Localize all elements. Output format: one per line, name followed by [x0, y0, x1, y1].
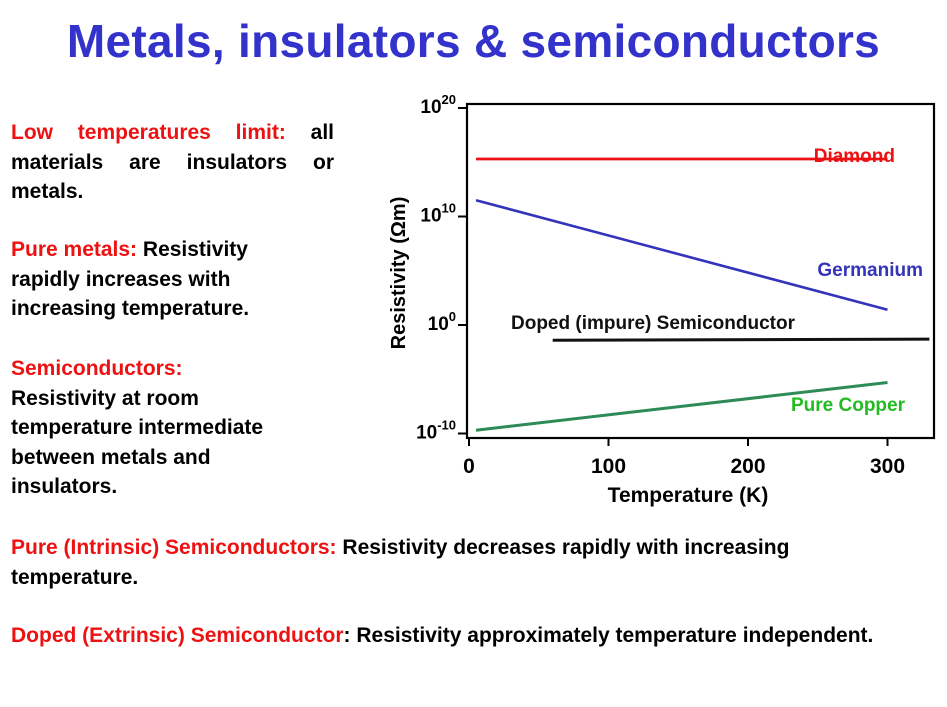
x-tick-label: 300 [870, 455, 905, 478]
x-tick-label: 0 [463, 455, 475, 478]
extrinsic-paragraph: Doped (Extrinsic) Semiconductor: Resisti… [11, 621, 911, 651]
x-tick: 200 [730, 438, 766, 478]
pure-metals-text: Resistivity rapidly increases with incre… [11, 238, 250, 320]
series-line [475, 381, 888, 432]
page-title: Metals, insulators & semiconductors [66, 15, 881, 67]
series-line [552, 337, 930, 342]
x-axis-ticks: 0 100 200 300 [463, 438, 905, 478]
y-tick: 10-10 [416, 418, 466, 444]
pure-metals-paragraph: Pure metals: Resistivity rapidly increas… [11, 235, 311, 324]
series-germanium: Germanium [475, 198, 923, 312]
x-tick-label: 200 [730, 455, 765, 478]
series-label: Germanium [817, 260, 923, 281]
y-axis-ticks: 1020 1010 100 10-10 [416, 92, 466, 444]
semiconductors-label: Semiconductors: [11, 357, 183, 380]
series-pure-copper: Pure Copper [475, 381, 906, 432]
y-tick-label: 1020 [420, 92, 456, 118]
low-temp-text: all materials are insulators or metals. [11, 121, 334, 203]
intrinsic-paragraph: Pure (Intrinsic) Semiconductors: Resisti… [11, 533, 911, 592]
x-axis-label: Temperature (K) [608, 484, 769, 507]
chart-series: Diamond Germanium Doped (impure) Semicondu… [475, 146, 930, 432]
semiconductors-paragraph: Semiconductors: Resistivity at room temp… [11, 354, 316, 502]
semiconductors-text: Resistivity at room temperature intermed… [11, 386, 264, 499]
extrinsic-label: Doped (Extrinsic) Semiconductor [11, 624, 344, 647]
x-tick: 0 [463, 438, 475, 478]
x-tick: 100 [591, 438, 626, 478]
low-temp-paragraph: Low temperatures limit: all materials ar… [11, 118, 334, 207]
low-temp-label: Low temperatures limit: [11, 121, 286, 144]
y-tick: 1010 [420, 201, 466, 227]
y-tick-label: 1010 [420, 201, 456, 227]
series-doped-impure-semiconductor: Doped (impure) Semiconductor [511, 313, 930, 342]
y-tick: 1020 [420, 92, 466, 118]
series-label: Pure Copper [791, 395, 906, 416]
series-diamond: Diamond [476, 146, 895, 167]
y-tick-label: 10-10 [416, 418, 456, 444]
intrinsic-text: Resistivity decreases rapidly with incre… [11, 536, 790, 589]
series-label: Doped (impure) Semiconductor [511, 313, 796, 334]
pure-metals-label: Pure metals: [11, 238, 138, 261]
y-axis-label: Resistivity (Ωm) [388, 197, 410, 350]
plot-frame [465, 102, 936, 440]
x-tick-label: 100 [591, 455, 626, 478]
y-tick: 100 [428, 309, 466, 335]
x-tick: 300 [870, 438, 905, 478]
series-label: Diamond [814, 146, 895, 167]
intrinsic-label: Pure (Intrinsic) Semiconductors: [11, 536, 337, 559]
series-line [475, 198, 888, 312]
extrinsic-text: : Resistivity approximately temperature … [343, 624, 874, 647]
y-tick-label: 100 [428, 309, 456, 335]
